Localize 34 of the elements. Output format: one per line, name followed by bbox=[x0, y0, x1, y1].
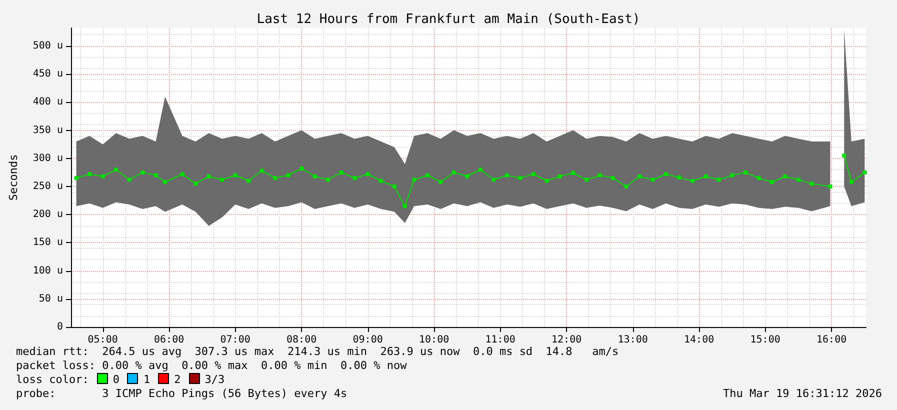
text: 0 bbox=[112, 373, 120, 386]
y-tick-label: 150 u bbox=[32, 237, 63, 248]
x-tick-label: 07:00 bbox=[220, 334, 250, 346]
x-tick-label: 06:00 bbox=[154, 334, 184, 346]
text: packet loss: 0.00 % avg 0.00 % max 0.00 % min 0.00 % now bbox=[16, 359, 408, 373]
x-tick-label: 15:00 bbox=[750, 334, 780, 346]
x-tick-label: 08:00 bbox=[286, 334, 317, 346]
text: 3/3 bbox=[204, 373, 225, 386]
x-tick-label: 05:00 bbox=[88, 334, 118, 346]
x-tick-label: 13:00 bbox=[618, 334, 648, 346]
x-tick-label: 16:00 bbox=[816, 334, 847, 346]
x-tick-label: 14:00 bbox=[684, 334, 714, 346]
y-tick-label: 500 u bbox=[32, 40, 63, 52]
y-axis-title: Seconds bbox=[7, 154, 20, 201]
y-tick-label: 450 u bbox=[32, 68, 63, 80]
y-tick-label: 0 bbox=[56, 322, 63, 332]
text: 1 bbox=[143, 373, 150, 386]
y-tick-label: 400 u bbox=[32, 96, 63, 108]
y-tick-label: 50 u bbox=[38, 293, 63, 304]
y-tick-label: 250 u bbox=[32, 180, 63, 192]
x-tick-label: 11:00 bbox=[485, 334, 516, 346]
text: 2 bbox=[174, 373, 181, 386]
text: probe: 3 ICMP Echo Pings (56 Bytes) every 4s bbox=[16, 387, 348, 401]
x-tick-label: 12:00 bbox=[551, 334, 582, 346]
y-tick-label: 200 u bbox=[32, 209, 63, 220]
x-tick-label: 09:00 bbox=[352, 334, 383, 346]
y-tick-label: 300 u bbox=[32, 152, 63, 164]
chart-title: Last 12 Hours from Frankfurt am Main (South-East) bbox=[256, 12, 640, 27]
y-tick-label: 100 u bbox=[32, 265, 63, 276]
y-tick-label: 350 u bbox=[32, 124, 63, 136]
text: loss color: bbox=[16, 373, 89, 386]
text: median rtt: 264.5 us avg 307.3 us max 214.3 us min 263.9 us now 0.0 ms sd 14.8 am/s bbox=[16, 345, 620, 359]
text: Thu Mar 19 16:31:12 2026 bbox=[723, 387, 882, 401]
x-tick-label: 10:00 bbox=[418, 334, 450, 346]
